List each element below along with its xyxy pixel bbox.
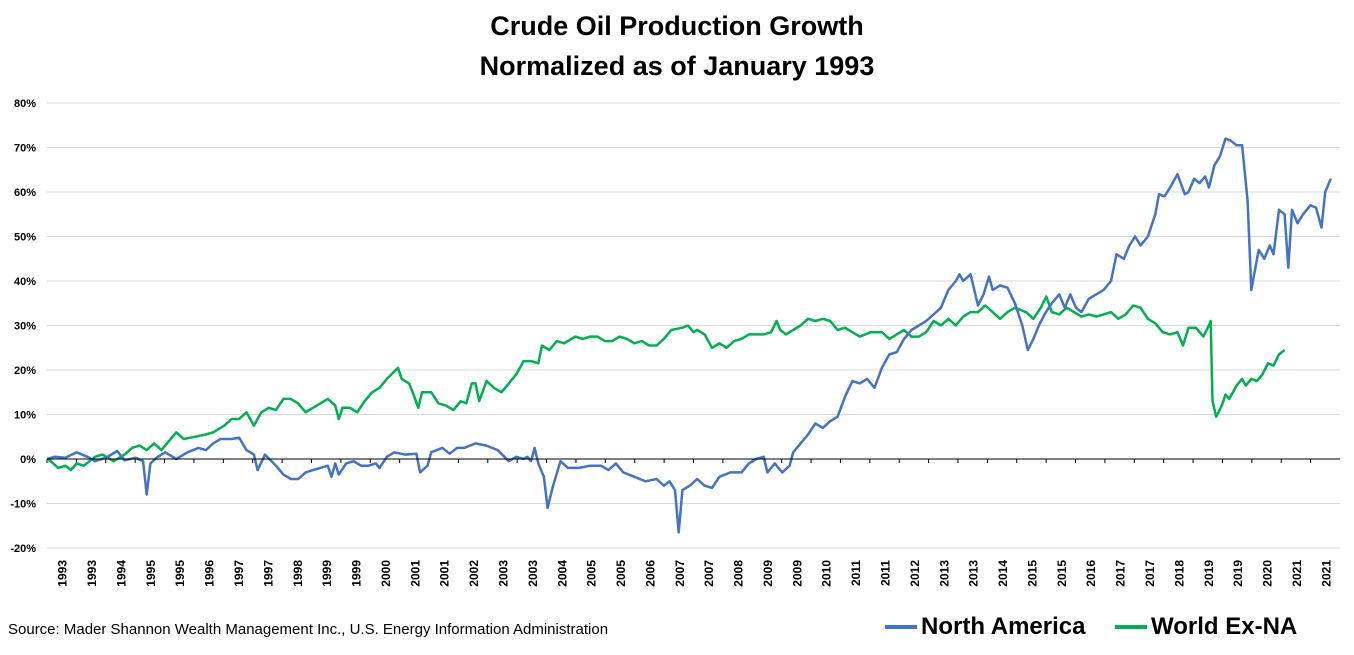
x-tick-label: 2021: [1290, 560, 1304, 587]
x-tick-label: 2010: [820, 560, 834, 587]
series-lines: [46, 137, 1332, 534]
x-tick-label: 2011: [879, 560, 893, 586]
x-tick-label: 1995: [173, 560, 187, 587]
series-line-north-america: [46, 137, 1332, 534]
x-tick-label: 2007: [673, 560, 687, 587]
x-tick-label: 2001: [438, 560, 452, 587]
x-tick-label: 2015: [1055, 560, 1069, 587]
x-tick-label: 2008: [732, 560, 746, 587]
x-tick-label: 1999: [320, 560, 334, 587]
legend-label-north-america: North America: [921, 613, 1086, 640]
y-tick-label: 70%: [14, 143, 36, 155]
y-tick-label: -20%: [10, 543, 36, 555]
x-tick-label: 2000: [379, 560, 393, 587]
x-tick-label: 1993: [56, 560, 70, 587]
x-tick-label: 2013: [967, 560, 981, 587]
x-tick-label: 2019: [1202, 560, 1216, 587]
y-tick-label: 10%: [14, 410, 36, 422]
x-tick-label: 2006: [643, 560, 657, 587]
y-tick-label: 50%: [14, 232, 36, 244]
y-tick-label: 80%: [14, 98, 36, 110]
x-tick-label: 2016: [1084, 560, 1098, 587]
x-tick-label: 2009: [790, 560, 804, 587]
x-tick-label: 2014: [996, 560, 1010, 587]
x-tick-label: 2021: [1319, 560, 1333, 587]
x-tick-label: 2004: [555, 560, 569, 587]
x-tick-label: 1997: [261, 560, 275, 587]
y-tick-label: 20%: [14, 365, 36, 377]
x-tick-label: 2005: [614, 560, 628, 587]
gridlines: [47, 102, 1340, 549]
x-tick-label: 2018: [1172, 560, 1186, 587]
x-tick-label: 2007: [702, 560, 716, 587]
x-tick-label: 2003: [526, 560, 540, 587]
x-tick-label: 2013: [937, 560, 951, 587]
legend-label-world-ex-na: World Ex-NA: [1151, 613, 1298, 640]
legend-item-world-ex-na: World Ex-NA: [1115, 613, 1297, 641]
x-tick-label: 2011: [849, 560, 863, 586]
x-tick-label: 2009: [761, 560, 775, 587]
x-axis-tick-labels: 1993 1993 1994 1995 1995 1996 1997 1997 1998 1999…: [46, 459, 1333, 587]
x-tick-label: 1999: [350, 560, 364, 587]
chart-title-line2: Normalized as of January 1993: [479, 51, 875, 81]
x-tick-label: 1994: [114, 560, 128, 587]
x-tick-label: 2001: [408, 560, 422, 587]
x-tick-label: 2019: [1231, 560, 1245, 587]
x-tick-label: 2020: [1261, 560, 1275, 587]
x-tick-label: 2002: [467, 560, 481, 587]
series-line-world-ex-na: [46, 295, 1286, 472]
y-tick-label: 0%: [20, 454, 36, 466]
x-tick-label: 2012: [908, 560, 922, 587]
x-tick-label: 1997: [232, 560, 246, 587]
x-tick-label: 2017: [1114, 560, 1128, 587]
x-tick-label: 2015: [1025, 560, 1039, 587]
legend-swatch-world-ex-na: [1115, 625, 1147, 629]
legend-item-north-america: North America: [885, 613, 1085, 641]
x-tick-label: 1993: [85, 560, 99, 587]
x-tick-label: 1996: [203, 560, 217, 587]
y-axis-tick-labels: -20% -10% 0% 10% 20% 30% 40% 50% 60% 70% 80%: [10, 98, 36, 555]
y-tick-label: 40%: [14, 276, 36, 288]
x-tick-label: 2003: [496, 560, 510, 587]
y-tick-label: 60%: [14, 187, 36, 199]
x-tick-label: 1995: [144, 560, 158, 587]
chart-title-line1: Crude Oil Production Growth: [490, 11, 864, 41]
x-tick-label: 1998: [291, 560, 305, 587]
source-note: Source: Mader Shannon Wealth Management …: [8, 621, 609, 638]
y-tick-label: 30%: [14, 321, 36, 333]
legend-swatch-north-america: [885, 625, 917, 629]
y-tick-label: -10%: [10, 499, 36, 511]
x-tick-label: 2017: [1143, 560, 1157, 587]
x-tick-label: 2005: [585, 560, 599, 587]
